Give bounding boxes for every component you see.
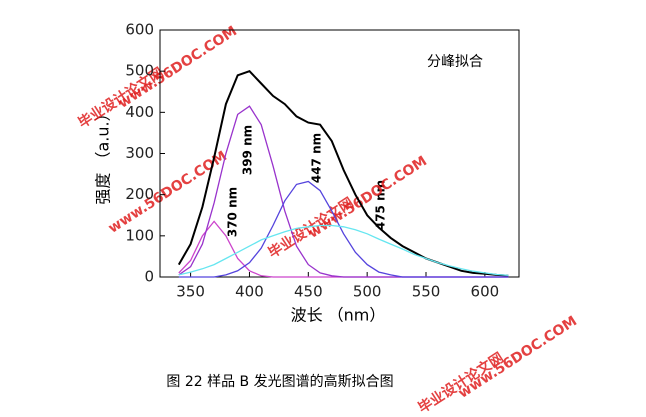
peak-label: 475 nm [374, 180, 388, 230]
watermarks: 毕业设计论文网 www.56DOC.COM 毕业设计论文网 www.56DOC.… [75, 23, 580, 417]
x-tick-label: 400 [235, 283, 264, 301]
y-tick-label: 500 [125, 62, 154, 80]
x-axis-label: 波长 （nm） [291, 306, 386, 325]
y-tick-label: 0 [144, 268, 154, 286]
x-tick-label: 450 [294, 283, 323, 301]
y-tick-label: 600 [125, 21, 154, 39]
peak-label: 447 nm [310, 133, 324, 183]
annotation: 分峰拟合 [427, 54, 483, 70]
y-axis-label: 强度 （a.u.） [94, 105, 113, 204]
series-line [178, 180, 509, 278]
x-tick-label: 600 [471, 283, 500, 301]
x-tick-label: 500 [353, 283, 382, 301]
watermark: www.56DOC.COM [456, 313, 580, 402]
peak-label: 399 nm [241, 125, 255, 175]
caption: 图 22 样品 B 发光图谱的高斯拟合图 [166, 373, 393, 390]
x-tick-label: 350 [176, 283, 205, 301]
x-tick-label: 550 [412, 283, 441, 301]
watermark: www.56DOC.COM [106, 148, 230, 237]
peak-label: 370 nm [226, 187, 240, 237]
series-line [178, 224, 509, 277]
y-tick-label: 100 [125, 226, 154, 244]
y-tick-label: 300 [125, 144, 154, 162]
y-tick-label: 400 [125, 103, 154, 121]
y-tick-label: 200 [125, 185, 154, 203]
series-line [177, 70, 509, 277]
